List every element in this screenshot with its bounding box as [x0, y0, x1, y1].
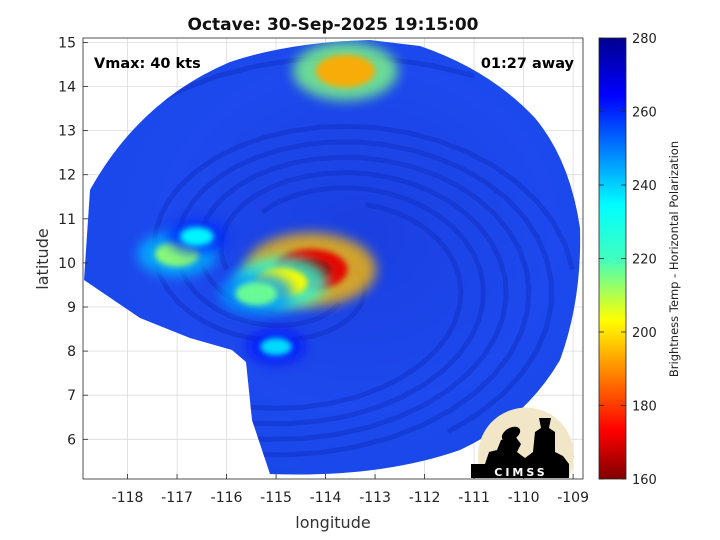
y-axis-label: latitude — [33, 228, 52, 289]
colorbar-tick-label: 200 — [632, 326, 657, 341]
y-tick-label: 9 — [67, 300, 76, 316]
y-tick-label: 7 — [67, 388, 76, 404]
colorbar-tick-label: 160 — [632, 473, 657, 488]
y-tick-label: 10 — [58, 256, 76, 272]
x-tick-label: -118 — [112, 490, 144, 506]
feature-core — [260, 337, 292, 356]
colorbar-tick-label: 180 — [632, 400, 657, 415]
time-offset-annotation: 01:27 away — [481, 56, 575, 72]
x-tick-label: -117 — [161, 490, 193, 506]
colorbar-label: Brightness Temp - Horizontal Polarizatio… — [667, 141, 681, 377]
x-tick-label: -112 — [409, 490, 441, 506]
x-ticks: -118 -117 -116 -115 -114 -113 -112 -111 -110 -109 — [112, 474, 589, 506]
x-axis-label: longitude — [295, 513, 370, 532]
swath-image — [84, 40, 581, 475]
chart-title: Octave: 30-Sep-2025 19:15:00 — [188, 15, 479, 35]
y-tick-label: 12 — [58, 168, 76, 184]
vmax-annotation: Vmax: 40 kts — [94, 56, 201, 72]
colorbar-ticks: 160 180 200 220 240 260 280 — [599, 32, 657, 488]
x-tick-label: -114 — [310, 490, 342, 506]
plot-area: -118 -117 -116 -115 -114 -113 -112 -111 -110 -109… — [58, 35, 589, 506]
colorbar-tick-label: 260 — [632, 106, 657, 121]
y-tick-label: 14 — [58, 80, 76, 96]
y-tick-label: 13 — [58, 124, 76, 140]
x-tick-label: -115 — [260, 490, 292, 506]
x-tick-label: -116 — [211, 490, 243, 506]
spiral-band — [84, 81, 486, 427]
x-tick-label: -110 — [508, 490, 540, 506]
y-ticks: 6 7 8 9 10 11 12 13 14 15 — [58, 35, 88, 448]
logo-dish — [501, 426, 521, 442]
y-tick-label: 8 — [67, 344, 76, 360]
colorbar-tick-label: 220 — [632, 253, 657, 268]
x-tick-label: -109 — [557, 490, 589, 506]
convection-features — [137, 41, 398, 363]
colorbar: 160 180 200 220 240 260 280 Brightness Temp - … — [598, 32, 681, 488]
y-tick-label: 11 — [58, 212, 76, 228]
cimss-logo: CIMSS — [471, 407, 574, 479]
colorbar-tick-label: 280 — [632, 32, 657, 47]
logo-text: CIMSS — [494, 466, 547, 479]
logo-silhouette — [471, 418, 569, 478]
y-tick-label: 6 — [67, 432, 76, 448]
colorbar-tick-label: 240 — [632, 179, 657, 194]
plot-frame — [82, 37, 584, 480]
spiral-band — [174, 139, 554, 435]
feature-core — [315, 54, 375, 88]
x-tick-label: -111 — [458, 490, 490, 506]
feature-core — [235, 282, 278, 306]
x-tick-label: -113 — [359, 490, 391, 506]
y-tick-label: 15 — [58, 35, 76, 51]
feature-core — [179, 227, 214, 246]
